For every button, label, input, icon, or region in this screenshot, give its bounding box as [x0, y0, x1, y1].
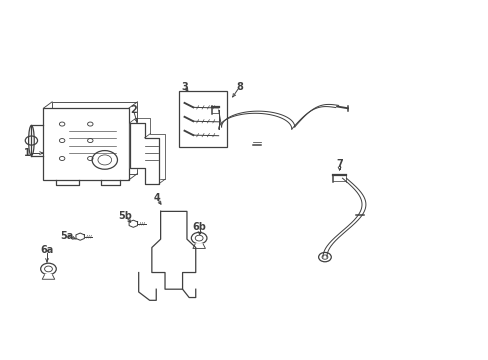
- Circle shape: [318, 252, 330, 262]
- Bar: [178, 91, 227, 147]
- Text: 4: 4: [153, 193, 160, 203]
- Polygon shape: [130, 123, 159, 184]
- Text: 6b: 6b: [192, 222, 206, 231]
- Text: 8: 8: [236, 82, 243, 92]
- Text: 5b: 5b: [118, 211, 132, 221]
- Polygon shape: [42, 275, 55, 279]
- Ellipse shape: [28, 126, 34, 156]
- Bar: [52, 102, 137, 174]
- Polygon shape: [76, 233, 84, 240]
- Text: 2: 2: [130, 105, 137, 115]
- Text: 5a: 5a: [60, 231, 73, 240]
- Text: 3: 3: [181, 82, 188, 92]
- Circle shape: [191, 232, 206, 244]
- Text: 1: 1: [24, 148, 31, 158]
- Polygon shape: [129, 220, 137, 227]
- Polygon shape: [152, 211, 195, 289]
- Circle shape: [41, 263, 56, 275]
- Text: 6a: 6a: [41, 245, 54, 255]
- Polygon shape: [193, 244, 205, 248]
- Text: 7: 7: [336, 159, 342, 169]
- Bar: [43, 108, 128, 180]
